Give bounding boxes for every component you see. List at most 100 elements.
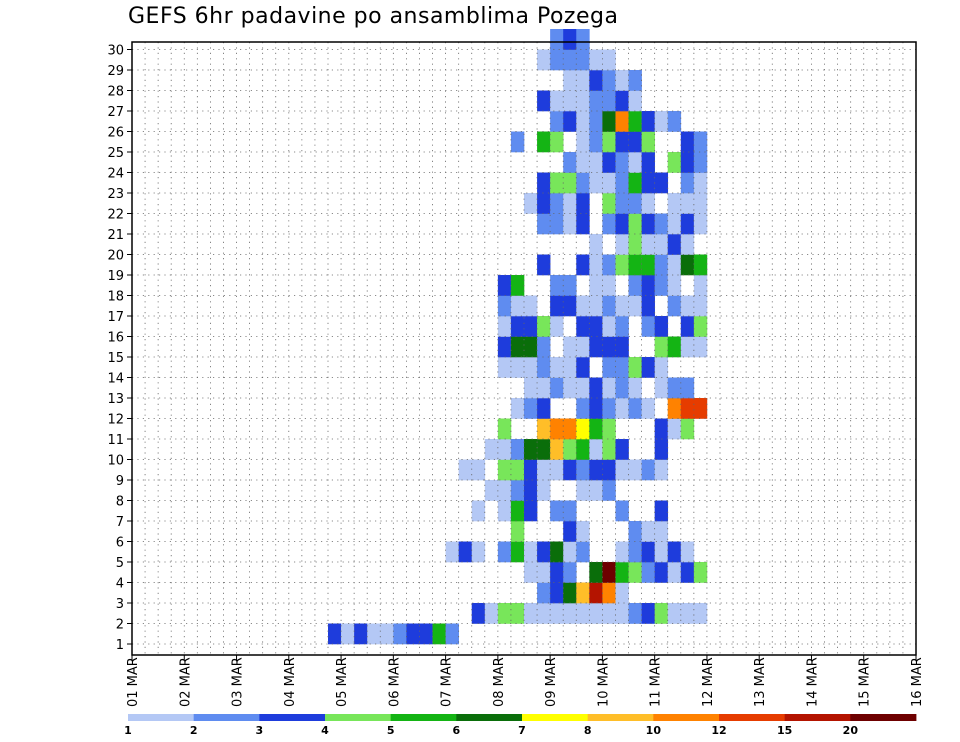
heatmap-cell: [589, 90, 603, 112]
colorbar-swatch: [456, 714, 523, 721]
heatmap-cell: [602, 152, 616, 173]
heatmap-cell: [471, 603, 486, 624]
heatmap-cell: [589, 459, 603, 481]
heatmap-cell: [576, 213, 590, 235]
heatmap-cell: [550, 582, 564, 604]
heatmap-cell: [615, 377, 629, 399]
heatmap-cell: [654, 357, 669, 378]
heatmap-cell: [510, 398, 525, 419]
heatmap-cell: [602, 418, 616, 440]
colorbar-label: 5: [387, 724, 395, 737]
heatmap-cell: [589, 295, 603, 317]
heatmap-cell: [589, 49, 603, 71]
heatmap-cell: [537, 131, 551, 153]
heatmap-cell: [550, 459, 564, 481]
x-tick-label: 14 MAR: [805, 657, 820, 707]
y-tick-label: 22: [107, 208, 124, 223]
heatmap-cell: [524, 357, 538, 378]
colorbar-label: 15: [777, 724, 792, 737]
heatmap-cell: [537, 398, 551, 419]
heatmap-cell: [693, 398, 708, 419]
heatmap-cell: [615, 131, 629, 153]
x-tick-label: 03 MAR: [231, 657, 246, 707]
heatmap-cell: [654, 213, 669, 235]
heatmap-cell: [680, 603, 695, 624]
heatmap-cell: [654, 377, 669, 399]
heatmap-cell: [524, 295, 538, 317]
heatmap-cell: [524, 398, 538, 419]
x-tick-label: 13 MAR: [753, 657, 768, 707]
heatmap-cell: [641, 316, 655, 337]
y-tick-label: 25: [107, 146, 124, 161]
heatmap-cell: [550, 49, 564, 71]
y-tick-label: 29: [107, 64, 124, 79]
heatmap-cell: [641, 357, 655, 378]
heatmap-cell: [641, 295, 655, 317]
y-tick-label: 1: [116, 638, 124, 653]
heatmap-cell: [693, 336, 708, 358]
heatmap-cell: [563, 439, 577, 460]
heatmap-cell: [341, 623, 355, 645]
heatmap-cell: [602, 398, 616, 419]
heatmap-cell: [680, 172, 695, 194]
heatmap-cell: [628, 357, 642, 378]
heatmap-cell: [628, 275, 642, 296]
heatmap-cell: [615, 254, 629, 276]
heatmap-cell: [667, 541, 682, 563]
heatmap-cell: [615, 336, 629, 358]
heatmap-cell: [602, 603, 616, 624]
colorbar-swatch: [390, 714, 457, 721]
heatmap-cell: [576, 398, 590, 419]
heatmap-cell: [497, 459, 512, 481]
heatmap-cell: [654, 603, 669, 624]
heatmap-cell: [576, 582, 590, 604]
heatmap-cell: [693, 254, 708, 276]
heatmap-cell: [589, 234, 603, 255]
heatmap-cell: [628, 172, 642, 194]
heatmap-cell: [497, 336, 512, 358]
heatmap-cell: [432, 623, 446, 645]
heatmap-cell: [641, 541, 655, 563]
heatmap-cell: [641, 398, 655, 419]
heatmap-cell: [510, 295, 525, 317]
heatmap-cell: [641, 254, 655, 276]
heatmap-cell: [563, 336, 577, 358]
heatmap-cell: [563, 70, 577, 91]
heatmap-cell: [458, 541, 473, 563]
heatmap-cell: [628, 459, 642, 481]
heatmap-cell: [537, 172, 551, 194]
heatmap-cell: [537, 439, 551, 460]
heatmap-cell: [641, 152, 655, 173]
heatmap-cell: [654, 234, 669, 255]
heatmap-cell: [510, 439, 525, 460]
heatmap-cell: [589, 70, 603, 91]
heatmap-cell: [680, 131, 695, 153]
heatmap-cell: [537, 193, 551, 214]
heatmap-cell: [524, 377, 538, 399]
heatmap-cell: [602, 131, 616, 153]
heatmap-cell: [484, 439, 499, 460]
heatmap-cell: [510, 275, 525, 296]
heatmap-cell: [537, 90, 551, 112]
heatmap-cell: [406, 623, 420, 645]
heatmap-cell: [550, 131, 564, 153]
heatmap-cell: [550, 357, 564, 378]
heatmap-cell: [602, 459, 616, 481]
heatmap-cell: [602, 90, 616, 112]
heatmap-cell: [576, 152, 590, 173]
heatmap-cell: [550, 90, 564, 112]
heatmap-cell: [693, 316, 708, 337]
heatmap-cell: [628, 131, 642, 153]
y-tick-label: 4: [116, 577, 124, 592]
heatmap-cell: [615, 316, 629, 337]
heatmap-cell: [654, 418, 669, 440]
heatmap-cell: [524, 541, 538, 563]
heatmap-cell: [680, 234, 695, 255]
heatmap-cell: [654, 562, 669, 583]
y-tick-label: 11: [107, 433, 124, 448]
x-tick-label: 10 MAR: [596, 657, 611, 707]
heatmap-cell: [524, 459, 538, 481]
heatmap-cell: [693, 193, 708, 214]
x-tick-label: 06 MAR: [387, 657, 402, 707]
heatmap-cell: [667, 603, 682, 624]
